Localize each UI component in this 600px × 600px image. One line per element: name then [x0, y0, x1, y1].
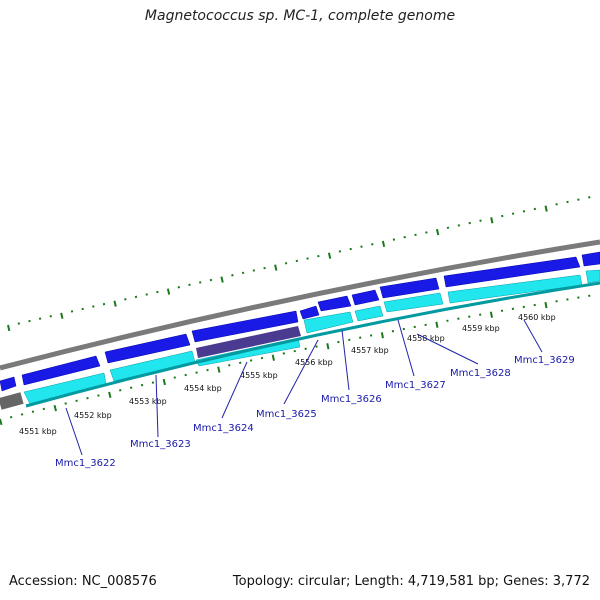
cds-reverse [303, 311, 354, 334]
accession-text: Accession: NC_008576 [9, 574, 157, 589]
ruler-tick [7, 324, 11, 332]
ruler-tick [217, 366, 221, 373]
ruler-tick [489, 311, 493, 318]
tick-label: 4556 kbp [295, 358, 333, 367]
ruler-tick [113, 300, 117, 307]
gene-label[interactable]: Mmc1_3622 [55, 458, 116, 469]
ruler-tick [435, 321, 439, 328]
cds-reverse [585, 269, 600, 284]
tick-label: 4553 kbp [129, 397, 167, 406]
cds-forward [299, 305, 320, 320]
tick-label: 4555 kbp [240, 371, 278, 380]
ruler-tick [0, 418, 3, 426]
tick-label: 4551 kbp [19, 427, 57, 436]
ruler-tick [544, 301, 548, 309]
cds-reverse [354, 305, 384, 322]
ruler-tick [544, 205, 548, 212]
gene-label[interactable]: Mmc1_3625 [256, 409, 317, 420]
cds-reverse [383, 292, 444, 313]
cds-forward [317, 295, 352, 312]
cds-forward [581, 251, 600, 267]
cds-forward [21, 355, 101, 386]
ruler-tick [60, 312, 64, 319]
ruler-tick [166, 288, 171, 295]
tick-label: 4560 kbp [518, 313, 556, 322]
backbone-ring-lower [0, 392, 24, 410]
ruler-tick [490, 217, 494, 224]
tick-label: 4552 kbp [74, 411, 112, 420]
backbone-ring [0, 239, 600, 371]
ruler-tick [326, 343, 330, 350]
label-leaders [65, 319, 543, 456]
gene-label[interactable]: Mmc1_3624 [193, 423, 254, 434]
ruler-tick [220, 276, 224, 283]
cds-forward [0, 376, 17, 392]
forward-strand [0, 251, 600, 392]
ruler-tick [274, 264, 278, 271]
reverse-strand [23, 269, 600, 408]
cds-forward [104, 333, 191, 364]
tick-label: 4559 kbp [462, 324, 500, 333]
genome-stats-text: Topology: circular; Length: 4,719,581 bp… [232, 574, 590, 589]
ruler-tick [381, 240, 386, 248]
ruler-tick [162, 378, 166, 386]
gene-label[interactable]: Mmc1_3623 [130, 439, 191, 450]
tick-label: 4554 kbp [184, 384, 222, 393]
cds-forward [191, 310, 299, 343]
ruler-tick [271, 354, 275, 361]
gene-label[interactable]: Mmc1_3626 [321, 394, 382, 405]
cds-forward [443, 256, 581, 288]
ruler-tick [435, 228, 440, 236]
gene-labels: Mmc1_3622 Mmc1_3623 Mmc1_3624 Mmc1_3625 … [55, 355, 575, 469]
ruler-tick [53, 404, 57, 412]
gene-label[interactable]: Mmc1_3628 [450, 368, 511, 379]
inner-tick-ruler [0, 294, 591, 426]
tick-label: 4557 kbp [351, 346, 389, 355]
cds-highlight [196, 326, 301, 358]
reverse-baseline [25, 281, 600, 408]
ruler-tick [108, 391, 112, 398]
map-title: Magnetococcus sp. MC-1, complete genome [144, 8, 456, 24]
gene-label[interactable]: Mmc1_3629 [514, 355, 575, 366]
ruler-tick [380, 332, 384, 339]
gene-label[interactable]: Mmc1_3627 [385, 380, 446, 391]
outer-tick-ruler [7, 196, 591, 332]
cds-forward [351, 289, 380, 306]
cds-forward [379, 277, 440, 299]
ruler-tick [327, 252, 332, 259]
